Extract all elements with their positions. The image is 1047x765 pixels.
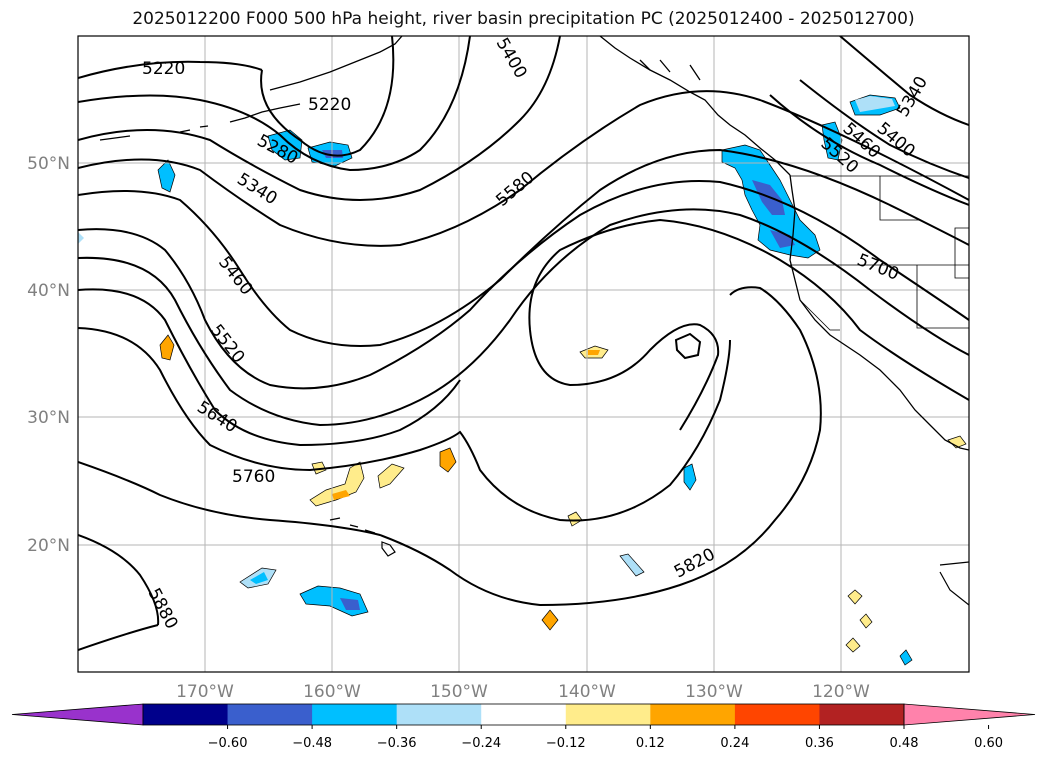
precip-patch-pos-4 <box>309 461 365 507</box>
colorbar-cell <box>481 704 567 725</box>
precip-patch-pos-8 <box>541 609 559 631</box>
map-area: 5220 5220 5280 5340 5460 5520 5640 5760 … <box>78 36 969 672</box>
longitude-labels: 170°W 160°W 150°W 140°W 130°W 120°W <box>176 682 870 702</box>
contour-label: 5220 <box>308 95 351 115</box>
colorbar-tick-label: −0.24 <box>461 736 501 751</box>
precip-patch-neg-2 <box>619 553 645 577</box>
gridlines <box>78 36 969 672</box>
colorbar-cell <box>143 704 229 725</box>
lon-label: 140°W <box>558 682 616 702</box>
precipitation-patches <box>78 94 967 666</box>
lat-label: 50°N <box>27 154 70 174</box>
coastlines <box>99 36 969 451</box>
colorbar-cell <box>819 704 905 725</box>
colorbar-cell <box>650 704 736 725</box>
precip-patch-pos-6 <box>439 447 457 473</box>
colorbar-frame <box>142 703 905 726</box>
lon-label: 120°W <box>812 682 870 702</box>
colorbar-tick-label: 0.24 <box>720 736 749 751</box>
contour-label: 5220 <box>142 59 185 79</box>
colorbar-extend-low <box>11 703 144 726</box>
lat-label: 20°N <box>27 536 70 556</box>
lat-label: 40°N <box>27 281 70 301</box>
colorbar-cell <box>227 704 313 725</box>
precip-patch-pos-3 <box>311 461 327 475</box>
lon-label: 170°W <box>176 682 234 702</box>
precip-patch-edge <box>78 232 84 244</box>
precip-patch-pos-11 <box>845 637 861 653</box>
precip-patch-aleutian-1 <box>267 129 303 161</box>
lon-label: 160°W <box>303 682 361 702</box>
precip-patch-neg-5 <box>899 649 913 666</box>
precip-patch-pos-9 <box>847 589 863 605</box>
colorbar-tick-label: 0.36 <box>805 736 834 751</box>
precip-patch-neg-1 <box>683 463 697 491</box>
islands <box>329 517 969 606</box>
colorbar-tick-label: 0.48 <box>890 736 919 751</box>
colorbar: −0.60 −0.48 −0.36 −0.24 −0.12 0.12 0.24 0.36 0.4… <box>11 703 1036 751</box>
lat-label: 30°N <box>27 408 70 428</box>
colorbar-tick-label: −0.48 <box>292 736 332 751</box>
colorbar-tick-label: 0.60 <box>974 736 1003 751</box>
colorbar-cell <box>734 704 820 725</box>
height-contours <box>78 36 969 651</box>
colorbar-tick-label: −0.60 <box>208 736 248 751</box>
colorbar-extend-high <box>903 703 1036 726</box>
lon-label: 150°W <box>430 682 488 702</box>
precip-patch-pnw-dark2 <box>770 230 795 248</box>
colorbar-cell <box>312 704 398 725</box>
colorbar-cell <box>396 704 482 725</box>
precip-patch-pos-12 <box>947 435 967 449</box>
colorbar-cell <box>565 704 651 725</box>
map-title: 2025012200 F000 500 hPa height, river ba… <box>132 9 915 29</box>
map-frame <box>77 35 970 673</box>
precip-patch-pos-5 <box>377 463 405 489</box>
precip-patch-pos-1 <box>159 334 175 361</box>
lon-label: 130°W <box>685 682 743 702</box>
colorbar-tick-label: −0.36 <box>377 736 417 751</box>
contour-label: 5760 <box>232 467 275 487</box>
colorbar-tick-label: 0.12 <box>636 736 665 751</box>
colorbar-tick-label: −0.12 <box>546 736 586 751</box>
latitude-labels: 50°N 40°N 30°N 20°N <box>27 154 70 556</box>
precip-patch-pos-10 <box>859 613 873 629</box>
